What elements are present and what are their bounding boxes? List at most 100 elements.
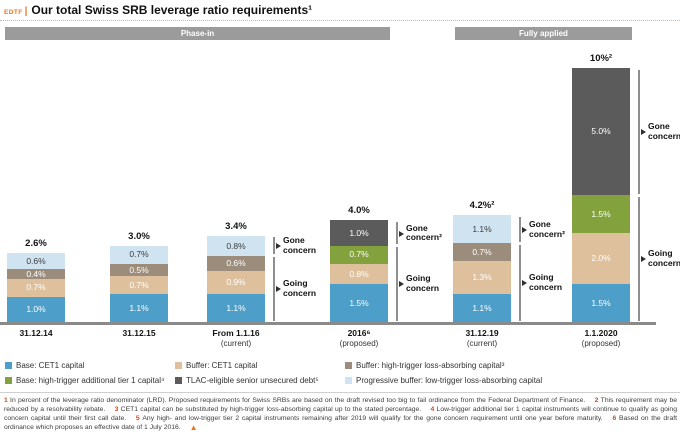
segment-value-label: 1.1% xyxy=(129,302,149,313)
bar-segment-buffer_cet1: 0.7% xyxy=(110,276,168,295)
bracket-arrow-icon xyxy=(398,281,404,288)
legend-label: Base: CET1 capital xyxy=(16,361,85,370)
bar-segment-base_cet1: 1.1% xyxy=(453,294,511,322)
legend-item-buffer_ht_lac: Buffer: high-trigger loss-absorbing capi… xyxy=(345,361,675,370)
bracket-label: Going concern xyxy=(406,273,440,293)
x-axis-label-sub: (proposed) xyxy=(581,339,621,348)
footnote-marker: 3 xyxy=(114,405,119,413)
bracket-line xyxy=(519,216,521,242)
legend-item-buffer_cet1: Buffer: CET1 capital xyxy=(175,361,345,370)
x-axis-label: 31.12.19 (current) xyxy=(465,328,498,348)
phase-band-phase-in: Phase-in xyxy=(5,27,390,40)
segment-value-label: 1.1% xyxy=(226,302,246,313)
bracket-arrow-icon xyxy=(521,226,527,233)
legend-swatch xyxy=(5,377,12,384)
bar-segment-tlac_debt: 5.0% xyxy=(572,68,630,196)
bar-segment-base_ht_at1: 0.7% xyxy=(330,245,388,264)
bracket-arrow-icon xyxy=(398,230,404,237)
segment-value-label: 1.1% xyxy=(472,302,492,313)
footnote-5: 5 Any high- and low-trigger tier 2 capit… xyxy=(135,414,603,422)
bar-segment-buffer_ht_lac: 0.4% xyxy=(7,268,65,279)
segment-value-label: 0.7% xyxy=(26,282,46,293)
segment-value-label: 1.0% xyxy=(349,227,369,238)
bar-segment-buffer_ht_lac: 0.7% xyxy=(453,243,511,262)
segment-value-label: 0.9% xyxy=(226,277,246,288)
bracket-arrow-icon xyxy=(275,243,281,250)
bar-segment-prog_buffer_lt_lac: 0.8% xyxy=(207,235,265,256)
segment-value-label: 0.4% xyxy=(26,268,46,279)
stacked-bar: 1.5% 2.0% 1.5% 5.0% xyxy=(572,68,630,322)
x-axis-label: 2016⁶ (proposed) xyxy=(340,328,379,348)
x-axis-line xyxy=(0,322,656,325)
stacked-bar: 1.0% 0.7% 0.4% 0.6% xyxy=(7,253,65,322)
bracket-arrow-icon xyxy=(521,280,527,287)
footnote-separator-line xyxy=(0,392,680,393)
x-axis-label-main: 31.12.19 xyxy=(465,328,499,338)
legend-swatch xyxy=(345,377,352,384)
bar-total-label: 4.0% xyxy=(348,205,370,217)
plot-area: 1.0% 0.7% 0.4% 0.6% 2.6% 1.1% 0.7% 0.5% 0.7% 3.0%… xyxy=(0,50,680,322)
segment-value-label: 5.0% xyxy=(591,126,611,137)
segment-value-label: 1.1% xyxy=(472,224,492,235)
bar-segment-base_cet1: 1.5% xyxy=(330,283,388,322)
footnote-1: 1 In percent of the leverage ratio denom… xyxy=(4,397,586,404)
edtf-divider: | xyxy=(24,6,28,17)
bar-segment-buffer_cet1: 0.7% xyxy=(7,278,65,297)
bar-total-label: 10%² xyxy=(589,53,613,64)
stacked-bar: 1.1% 0.9% 0.6% 0.8% xyxy=(207,235,265,322)
x-axis-label: 31.12.14 xyxy=(19,328,52,338)
segment-value-label: 1.5% xyxy=(591,297,611,308)
stacked-bar: 1.1% 1.3% 0.7% 1.1% xyxy=(453,215,511,322)
stacked-bar: 1.5% 0.8% 0.7% 1.0% xyxy=(330,220,388,322)
footnote-4: 4 Low-trigger additional tier 1 capital … xyxy=(4,405,677,422)
segment-value-label: 0.8% xyxy=(349,268,369,279)
bracket-label: Going concern xyxy=(529,271,563,292)
legend-swatch xyxy=(175,362,182,369)
legend-label: TLAC-eligible senior unsecured debt⁵ xyxy=(186,376,319,385)
footnote-6: 6 Based on the draft ordinance which pro… xyxy=(4,414,678,432)
edtf-tag: EDTF xyxy=(4,9,23,16)
bar-segment-base_cet1: 1.1% xyxy=(110,294,168,322)
phase-band-fully-applied: Fully applied xyxy=(455,27,632,40)
footnote-marker: 1 xyxy=(4,397,8,404)
legend-label: Buffer: CET1 capital xyxy=(186,361,258,370)
bar-segment-base_ht_at1: 1.5% xyxy=(572,195,630,234)
bracket-label: Gone concern² xyxy=(406,222,442,243)
bracket-line xyxy=(638,196,640,321)
segment-value-label: 1.0% xyxy=(26,304,46,315)
bracket-arrow-icon xyxy=(275,286,281,293)
segment-value-label: 0.5% xyxy=(129,264,149,275)
bar-segment-buffer_ht_lac: 0.6% xyxy=(207,255,265,272)
bar-total-label: 2.6% xyxy=(25,238,47,250)
legend-label: Progressive buffer: low-trigger loss-abs… xyxy=(356,376,543,385)
x-axis-label: 1.1.2020 (proposed) xyxy=(582,328,621,348)
segment-value-label: 0.7% xyxy=(349,249,369,260)
bracket-label: Gone concern² xyxy=(529,218,565,239)
bar-segment-buffer_cet1: 2.0% xyxy=(572,233,630,284)
legend-item-tlac_debt: TLAC-eligible senior unsecured debt⁵ xyxy=(175,376,345,385)
footnote-marker: 5 xyxy=(135,414,140,422)
bracket-label: Going concern xyxy=(283,278,317,298)
footnote-marker: 4 xyxy=(430,405,435,413)
legend: Base: CET1 capital Buffer: CET1 capital Bu… xyxy=(5,361,675,385)
footnote-2: 2 This requirement may be reduced by a r… xyxy=(4,397,677,413)
segment-value-label: 0.7% xyxy=(472,246,492,257)
bar-segment-tlac_debt: 1.0% xyxy=(330,220,388,246)
x-axis-label-main: 31.12.14 xyxy=(19,328,53,338)
x-axis-label-main: From 1.1.16 xyxy=(212,328,260,338)
footnotes: 1 In percent of the leverage ratio denom… xyxy=(4,397,677,434)
x-axis-label-sub: (current) xyxy=(466,339,498,348)
bar-segment-base_cet1: 1.1% xyxy=(207,294,265,322)
bracket-arrow-icon xyxy=(640,256,646,262)
legend-label: Base: high-trigger additional tier 1 cap… xyxy=(16,376,165,385)
bracket-line xyxy=(396,221,398,245)
x-axis-label: 31.12.15 xyxy=(122,328,155,338)
x-axis-label-main: 31.12.15 xyxy=(122,328,156,338)
bar-segment-buffer_cet1: 0.8% xyxy=(330,263,388,284)
legend-swatch xyxy=(5,362,12,369)
legend-swatch xyxy=(175,377,182,384)
segment-value-label: 0.7% xyxy=(129,249,149,260)
segment-value-label: 1.5% xyxy=(349,297,369,308)
stacked-bar: 1.1% 0.7% 0.5% 0.7% xyxy=(110,245,168,322)
segment-value-label: 1.3% xyxy=(472,272,492,283)
